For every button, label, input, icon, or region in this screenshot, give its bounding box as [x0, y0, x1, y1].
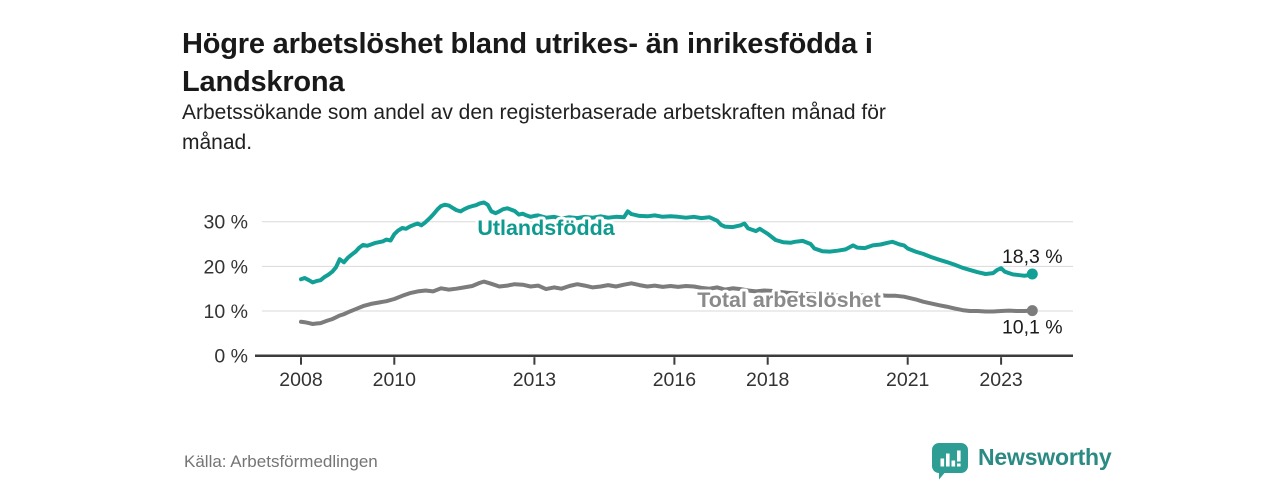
x-tick-label: 2021: [886, 369, 929, 391]
x-tick-label: 2016: [653, 369, 696, 391]
series-end-value-label: 18,3 %: [1002, 246, 1063, 268]
page-title-line2: Landskrona: [182, 66, 345, 99]
series-line-total: [299, 279, 1035, 326]
newsworthy-logo-text: Newsworthy: [978, 444, 1112, 470]
y-tick-label: 20 %: [204, 256, 248, 278]
series-end-value-label: 10,1 %: [1002, 317, 1063, 339]
x-tick-label: 2013: [513, 369, 556, 391]
page-title: Högre arbetslöshet bland utrikes- än inr…: [182, 25, 1102, 101]
newsworthy-logo[interactable]: Newsworthy: [931, 442, 1112, 480]
source-note: Källa: Arbetsförmedlingen: [184, 452, 378, 471]
series-label-utlandsfodda: Utlandsfödda: [477, 216, 615, 240]
line-chart-canvas: 0 % 10 % 20 % 30 % 2008 2010 2013 2016 2018 2021 2…: [204, 200, 1073, 391]
series-line-utlandsfodda: [299, 200, 1035, 285]
series-end-dot: [1026, 268, 1038, 280]
series-label-total: Total arbetslöshet: [697, 288, 881, 312]
y-tick-label: 30 %: [204, 212, 248, 234]
bar-chart-speech-bubble-icon: [932, 443, 968, 480]
line-chart: 0 % 10 % 20 % 30 % 2008 2010 2013 2016 2018 2021 2…: [180, 183, 1110, 398]
chart-subtitle: Arbetssökande som andel av den registerb…: [182, 98, 1062, 158]
y-tick-label: 0 %: [214, 346, 248, 368]
x-tick-label: 2010: [373, 369, 417, 391]
x-tick-label: 2008: [279, 369, 322, 391]
page-title-line1: Högre arbetslöshet bland utrikes- än inr…: [182, 28, 873, 61]
series-end-dot: [1026, 305, 1038, 317]
x-tick-label: 2018: [746, 369, 789, 391]
chart-subtitle-line2: månad.: [182, 131, 253, 154]
y-tick-label: 10 %: [204, 301, 248, 323]
x-tick-label: 2023: [979, 369, 1022, 391]
chart-subtitle-line1: Arbetssökande som andel av den registerb…: [182, 101, 886, 124]
